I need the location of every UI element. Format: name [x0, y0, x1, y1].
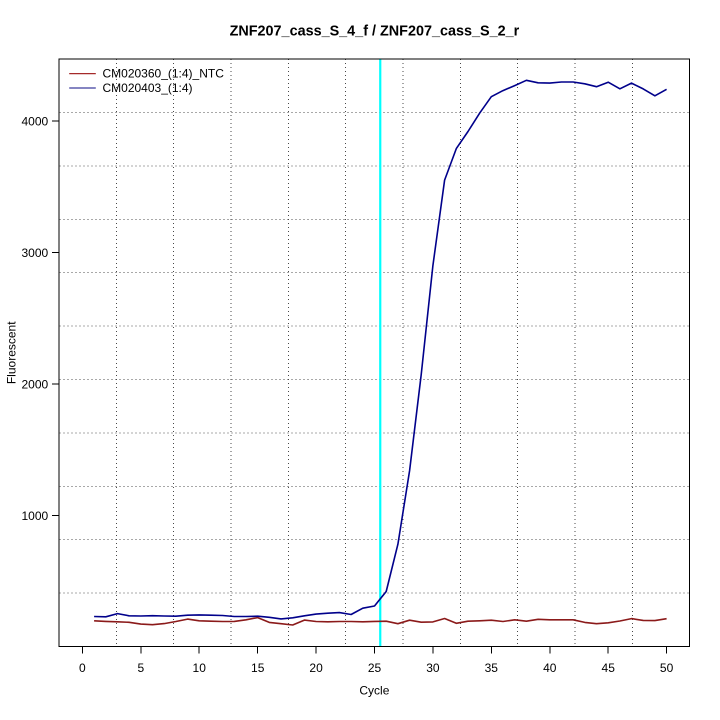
svg-text:25: 25 — [368, 661, 382, 675]
svg-text:Fluorescent: Fluorescent — [5, 321, 19, 384]
svg-text:ZNF207_cass_S_4_f / ZNF207_cas: ZNF207_cass_S_4_f / ZNF207_cass_S_2_r — [230, 23, 520, 39]
svg-text:15: 15 — [251, 661, 265, 675]
svg-text:3000: 3000 — [21, 246, 48, 260]
svg-text:30: 30 — [426, 661, 440, 675]
svg-text:0: 0 — [79, 661, 86, 675]
svg-text:CM020360_(1:4)_NTC: CM020360_(1:4)_NTC — [103, 67, 225, 81]
svg-text:10: 10 — [193, 661, 207, 675]
svg-text:1000: 1000 — [21, 509, 48, 523]
svg-text:CM020403_(1:4): CM020403_(1:4) — [103, 81, 193, 95]
svg-text:40: 40 — [543, 661, 557, 675]
svg-text:Cycle: Cycle — [359, 684, 389, 698]
svg-text:45: 45 — [602, 661, 616, 675]
svg-text:4000: 4000 — [21, 115, 48, 129]
svg-text:5: 5 — [137, 661, 144, 675]
svg-text:50: 50 — [660, 661, 674, 675]
svg-text:35: 35 — [485, 661, 499, 675]
svg-text:20: 20 — [309, 661, 323, 675]
svg-text:2000: 2000 — [21, 378, 48, 392]
